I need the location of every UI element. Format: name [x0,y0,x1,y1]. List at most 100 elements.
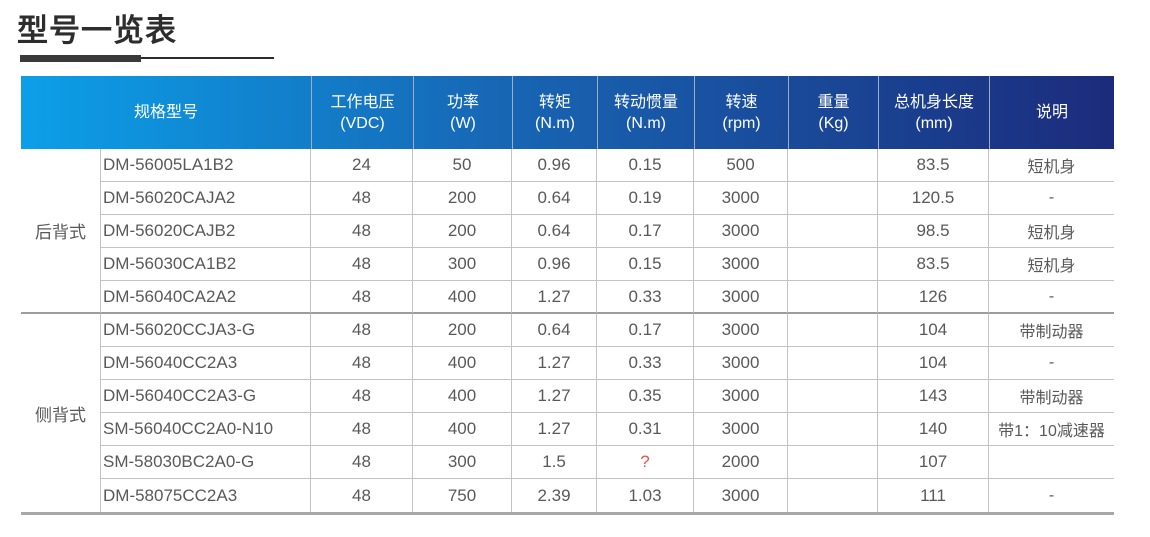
table-body: 后背式 DM-56005LA1B2 24 50 0.96 0.15 500 83.5 短机身 DM… [21,149,1115,512]
header-label-line1: 总机身长度 [894,93,975,111]
header-label-line2: (N.m) [535,114,575,132]
weight-cell [788,413,879,446]
torque-cell: 1.27 [512,380,598,413]
inertia-cell: 0.33 [597,281,695,314]
header-label-line2: (mm) [915,114,953,132]
power-cell: 400 [413,380,513,413]
weight-cell [788,446,879,479]
weight-cell [788,380,879,413]
speed-cell: 500 [694,149,789,182]
torque-cell: 0.64 [512,314,598,347]
table-row: 侧背式 DM-56020CCJA3-G 48 200 0.64 0.17 3000 104 带制… [21,314,1115,512]
torque-cell: 1.27 [512,347,598,380]
header-label-line2: (VDC) [340,114,385,132]
header-label-line1: 转动惯量 [614,93,679,111]
inertia-cell: 0.17 [597,215,695,248]
speed-cell: 3000 [694,479,789,512]
title-underline-thick-segment [20,55,141,62]
length-cell: 98.5 [878,215,990,248]
group-label: 后背式 [21,149,101,314]
voltage-cell: 48 [311,248,414,281]
voltage-cell: 48 [311,215,414,248]
group-label: 侧背式 [21,314,101,512]
note-cell: 带制动器 [989,380,1115,413]
voltage-cell: 48 [311,413,414,446]
table-header-row: 规格型号 工作电压 (VDC) 功率 (W) 转矩 (N.m) 转动惯量 (N.m) 转速 (rpm… [21,76,1114,149]
length-cell: 104 [878,347,990,380]
table-row: SM-58030BC2A0-G 48 300 1.5? 2000 107 [21,446,1115,479]
weight-cell [788,314,879,347]
header-col-power: 功率 (W) [413,76,512,149]
power-cell: 50 [413,149,513,182]
inertia-cell: 0.17 [597,314,695,347]
note-cell: - [989,182,1115,215]
length-cell: 140 [878,413,990,446]
power-cell: 400 [413,281,513,314]
voltage-cell: 48 [311,446,414,479]
header-label-line2: (W) [450,114,476,132]
weight-cell [788,347,879,380]
note-cell: - [989,479,1115,512]
model-cell: DM-56020CAJA2 [101,182,312,215]
length-cell: 143 [878,380,990,413]
inertia-cell: 0.19 [597,182,695,215]
model-spec-table-wrap: 规格型号 工作电压 (VDC) 功率 (W) 转矩 (N.m) 转动惯量 (N.m) 转速 (rpm… [21,76,1115,515]
note-cell: 短机身 [989,248,1115,281]
power-cell: 750 [413,479,513,512]
model-cell: SM-56040CC2A0-N10 [101,413,312,446]
model-cell: DM-56005LA1B2 [101,149,312,182]
length-cell: 83.5 [878,248,990,281]
torque-cell: 0.64 [512,182,598,215]
table-row: DM-58075CC2A3 48 750 2.39 1.03 3000 111- [21,479,1115,512]
length-cell: 104 [878,314,990,347]
weight-cell [788,281,879,314]
header-col-speed: 转速 (rpm) [694,76,788,149]
header-label-line2: (Kg) [818,114,849,132]
length-cell: 126 [878,281,990,314]
title-underline-thin-segment [141,57,274,59]
voltage-cell: 48 [311,347,414,380]
speed-cell: 3000 [694,380,789,413]
power-cell: 200 [413,182,513,215]
power-cell: 400 [413,347,513,380]
length-cell: 83.5 [878,149,990,182]
weight-cell [788,149,879,182]
note-cell: - [989,347,1115,380]
length-cell: 120.5 [878,182,990,215]
speed-cell: 3000 [694,314,789,347]
speed-cell: 2000 [694,446,789,479]
inertia-cell: ? [597,446,695,479]
weight-cell [788,215,879,248]
inertia-cell: 0.35 [597,380,695,413]
inertia-cell: 0.31 [597,413,695,446]
header-label-line2: (rpm) [722,114,761,132]
title-underline [20,55,275,63]
note-cell: 带制动器 [989,314,1115,347]
model-cell: DM-56020CAJB2 [101,215,312,248]
power-cell: 300 [413,446,513,479]
header-col-torque: 转矩 (N.m) [512,76,597,149]
header-col-length: 总机身长度 (mm) [878,76,989,149]
page-title: 型号一览表 [17,13,177,48]
inertia-cell: 0.33 [597,347,695,380]
voltage-cell: 48 [311,479,414,512]
table-row: DM-56040CC2A3 48 400 1.27 0.33 3000 104- [21,347,1115,380]
table-row: DM-56020CAJB2 48 200 0.64 0.17 3000 98.5 短机身 [21,215,1115,248]
model-cell: DM-58075CC2A3 [101,479,312,512]
header-col-weight: 重量 (Kg) [788,76,878,149]
header-label-line1: 转速 [725,93,758,111]
note-cell: 带1：10减速器 [989,413,1115,446]
note-cell: - [989,281,1115,314]
torque-cell: 2.39 [512,479,598,512]
note-cell [989,446,1115,479]
table-row: DM-56040CA2A2 48 400 1.27 0.33 3000 126- [21,281,1115,314]
model-cell: SM-58030BC2A0-G [101,446,312,479]
torque-cell: 0.96 [512,248,598,281]
model-cell: DM-56040CC2A3-G [101,380,312,413]
table-row: 后背式 DM-56005LA1B2 24 50 0.96 0.15 500 83.5 短机身 [21,149,1115,314]
voltage-cell: 24 [311,149,414,182]
inertia-cell: 0.15 [597,248,695,281]
model-cell: DM-56030CA1B2 [101,248,312,281]
power-cell: 300 [413,248,513,281]
voltage-cell: 48 [311,182,414,215]
